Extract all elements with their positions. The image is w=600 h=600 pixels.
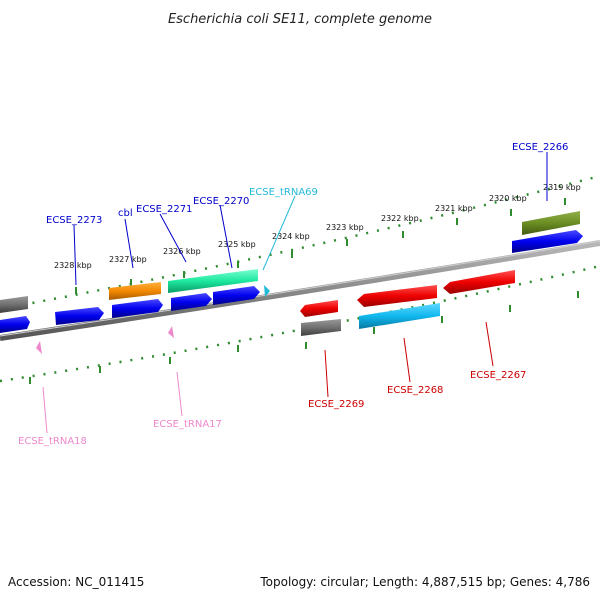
genome-backbone [0,240,600,341]
gene-feature[interactable] [0,296,28,313]
scale-label: 2320 kbp [489,194,527,203]
gene-label-ecse-2268[interactable]: ECSE_2268 [387,385,443,396]
leader-lines [42,152,548,434]
inner-major-ticks [29,291,579,384]
scale-label: 2325 kbp [218,240,256,249]
gene-feature-cbl[interactable] [109,282,161,300]
scale-label: 2321 kbp [435,204,473,213]
gene-feature-ecse-2271[interactable] [168,269,258,293]
scale-label: 2326 kbp [163,247,201,256]
gene-feature[interactable] [301,319,341,336]
outer-major-ticks [75,198,566,294]
gene-label-ecse-2266[interactable]: ECSE_2266 [512,142,568,153]
gene-label-ecse-trna17[interactable]: ECSE_tRNA17 [153,419,222,430]
map-title: Escherichia coli SE11, complete genome [168,12,432,27]
accession-text: Accession: NC_011415 [8,575,144,589]
trna-feature-ecse-trna69[interactable] [264,285,270,297]
gene-feature-ecse-2266[interactable] [522,211,580,235]
gene-label-cbl[interactable]: cbl [118,208,133,219]
gene-feature-ecse-2273[interactable] [55,307,104,325]
scale-label: 2327 kbp [109,255,147,264]
gene-feature[interactable] [171,293,212,311]
gene-label-ecse-2269[interactable]: ECSE_2269 [308,399,364,410]
gene-feature[interactable] [0,316,30,333]
trna-feature-ecse-trna17[interactable] [168,326,174,338]
gene-label-ecse-trna18[interactable]: ECSE_tRNA18 [18,436,87,447]
gene-feature-ecse-2268[interactable] [357,285,437,307]
gene-feature[interactable] [512,230,583,253]
gene-label-ecse-2271[interactable]: ECSE_2271 [136,204,192,215]
outer-tick-track [0,174,600,311]
gene-label-ecse-2267[interactable]: ECSE_2267 [470,370,526,381]
gene-feature-ecse-2267[interactable] [443,270,515,294]
gene-labels: ECSE_2266 ECSE_tRNA69 ECSE_2270 ECSE_227… [18,142,568,447]
scale-label: 2328 kbp [54,261,92,270]
trna-feature-ecse-trna18[interactable] [36,341,42,354]
reverse-features[interactable] [36,270,515,354]
scale-label: 2323 kbp [326,223,364,232]
scale-label: 2322 kbp [381,214,419,223]
gene-label-ecse-trna69[interactable]: ECSE_tRNA69 [249,187,318,198]
gene-feature-ecse-2270[interactable] [213,286,260,305]
topology-text: Topology: circular; Length: 4,887,515 bp… [259,575,590,589]
gene-label-ecse-2270[interactable]: ECSE_2270 [193,196,249,207]
gene-feature[interactable] [112,299,163,318]
forward-features[interactable] [0,211,583,333]
scale-label: 2324 kbp [272,232,310,241]
scale-labels: 2328 kbp 2327 kbp 2326 kbp 2325 kbp 2324… [54,183,581,270]
gene-feature[interactable] [359,303,440,329]
gene-feature-ecse-2269[interactable] [300,300,338,317]
gene-label-ecse-2273[interactable]: ECSE_2273 [46,215,102,226]
scale-label: 2319 kbp [543,183,581,192]
